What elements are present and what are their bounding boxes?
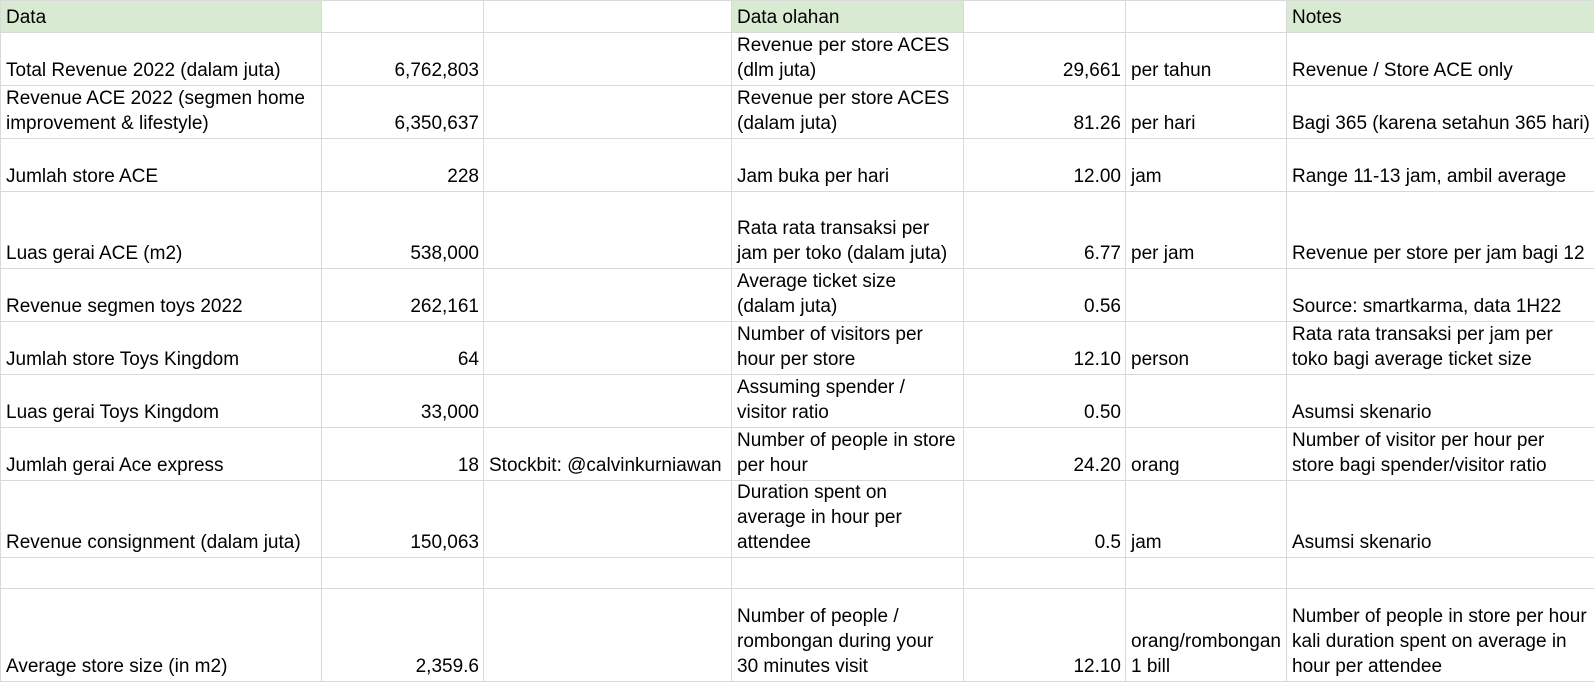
table-cell[interactable]: 12.10 [964,589,1126,682]
table-cell[interactable]: 0.5 [964,481,1126,558]
table-cell[interactable]: 262,161 [322,269,484,322]
table-cell[interactable] [484,481,732,558]
table-cell[interactable]: Number of people in store per hour [732,428,964,481]
table-cell[interactable] [484,322,732,375]
table-cell[interactable] [964,558,1126,589]
table-cell[interactable]: 33,000 [322,375,484,428]
table-cell[interactable]: 2,359.6 [322,589,484,682]
table-cell[interactable] [1126,269,1287,322]
table-cell[interactable]: orang [1126,428,1287,481]
table-cell[interactable] [322,558,484,589]
table-cell[interactable]: 18 [322,428,484,481]
table-cell[interactable]: per jam [1126,192,1287,269]
table-cell[interactable]: Range 11-13 jam, ambil average [1287,139,1594,192]
table-cell[interactable] [484,589,732,682]
table-cell[interactable] [484,86,732,139]
table-cell[interactable]: jam [1126,139,1287,192]
table-cell[interactable] [484,269,732,322]
table-cell[interactable] [484,192,732,269]
table-cell[interactable]: 228 [322,139,484,192]
table-cell[interactable]: Revenue per store ACES (dlm juta) [732,33,964,86]
table-cell[interactable] [1126,558,1287,589]
header-cell[interactable]: Data olahan [732,1,964,33]
table-cell[interactable]: 81.26 [964,86,1126,139]
table-cell[interactable] [732,558,964,589]
header-cell[interactable] [964,1,1126,33]
header-cell[interactable] [322,1,484,33]
table-cell[interactable]: Revenue segmen toys 2022 [1,269,322,322]
table-cell[interactable]: 150,063 [322,481,484,558]
table-cell[interactable]: Bagi 365 (karena setahun 365 hari) [1287,86,1594,139]
header-cell[interactable] [484,1,732,33]
table-cell[interactable]: Asumsi skenario [1287,375,1594,428]
table-cell[interactable] [484,139,732,192]
header-cell[interactable] [1126,1,1287,33]
table-cell[interactable]: 0.50 [964,375,1126,428]
header-cell[interactable]: Data [1,1,322,33]
table-cell[interactable]: Luas gerai ACE (m2) [1,192,322,269]
table-cell[interactable]: Luas gerai Toys Kingdom [1,375,322,428]
table-cell[interactable]: Asumsi skenario [1287,481,1594,558]
table-cell[interactable]: 0.56 [964,269,1126,322]
table-cell[interactable]: 6.77 [964,192,1126,269]
table-cell[interactable]: Assuming spender / visitor ratio [732,375,964,428]
table-cell[interactable]: Rata rata transaksi per jam per toko bag… [1287,322,1594,375]
table-cell[interactable]: 24.20 [964,428,1126,481]
table-cell[interactable]: 29,661 [964,33,1126,86]
table-cell[interactable]: Average ticket size (dalam juta) [732,269,964,322]
table-cell[interactable]: Number of visitors per hour per store [732,322,964,375]
table-cell[interactable] [1,558,322,589]
table-cell[interactable]: 64 [322,322,484,375]
table-cell[interactable]: Jam buka per hari [732,139,964,192]
table-cell[interactable]: per hari [1126,86,1287,139]
table-cell[interactable]: Rata rata transaksi per jam per toko (da… [732,192,964,269]
table-cell[interactable]: Revenue / Store ACE only [1287,33,1594,86]
table-cell[interactable]: person [1126,322,1287,375]
table-cell[interactable] [1126,375,1287,428]
header-cell[interactable]: Notes [1287,1,1594,33]
table-cell[interactable]: 6,762,803 [322,33,484,86]
table-cell[interactable]: Stockbit: @calvinkurniawan [484,428,732,481]
table-cell[interactable]: per tahun [1126,33,1287,86]
table-cell[interactable] [484,375,732,428]
table-cell[interactable] [484,33,732,86]
table-cell[interactable]: Revenue per store per jam bagi 12 [1287,192,1594,269]
table-cell[interactable]: Revenue consignment (dalam juta) [1,481,322,558]
table-cell[interactable]: Source: smartkarma, data 1H22 [1287,269,1594,322]
table-cell[interactable]: jam [1126,481,1287,558]
table-cell[interactable]: Jumlah store ACE [1,139,322,192]
table-cell[interactable] [484,558,732,589]
table-cell[interactable]: orang/rombongan 1 bill [1126,589,1287,682]
table-cell[interactable]: Number of people in store per hour kali … [1287,589,1594,682]
table-cell[interactable]: Total Revenue 2022 (dalam juta) [1,33,322,86]
table-cell[interactable]: 12.10 [964,322,1126,375]
table-cell[interactable]: Number of people / rombongan during your… [732,589,964,682]
table-cell[interactable]: Duration spent on average in hour per at… [732,481,964,558]
table-cell[interactable]: Jumlah gerai Ace express [1,428,322,481]
table-cell[interactable]: 6,350,637 [322,86,484,139]
table-cell[interactable]: 12.00 [964,139,1126,192]
table-cell[interactable]: Average store size (in m2) [1,589,322,682]
table-cell[interactable]: Number of visitor per hour per store bag… [1287,428,1594,481]
table-cell[interactable] [1287,558,1594,589]
table-cell[interactable]: Revenue per store ACES (dalam juta) [732,86,964,139]
table-cell[interactable]: 538,000 [322,192,484,269]
table-cell[interactable]: Revenue ACE 2022 (segmen home improvemen… [1,86,322,139]
table-cell[interactable]: Jumlah store Toys Kingdom [1,322,322,375]
